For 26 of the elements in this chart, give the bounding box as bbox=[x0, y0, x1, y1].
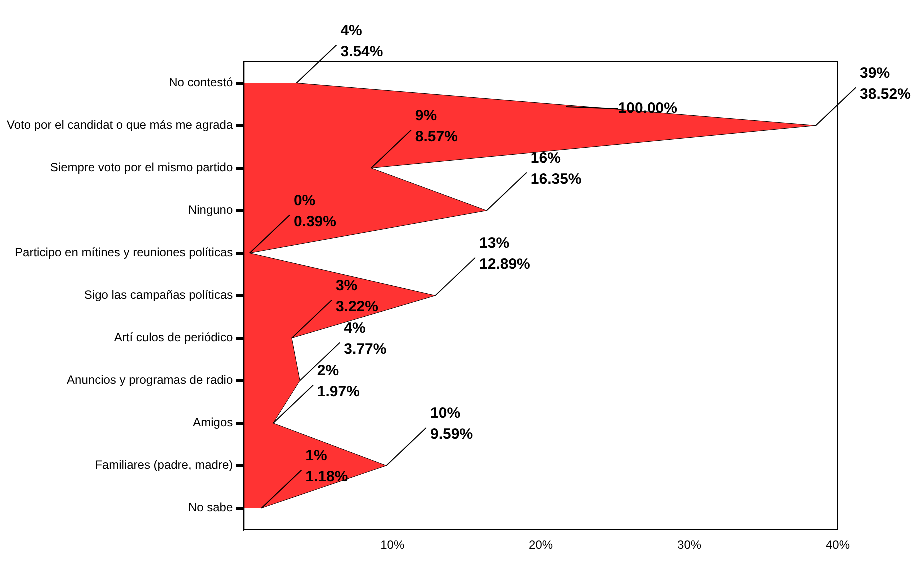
data-label: 39% 38.52% bbox=[860, 64, 911, 103]
data-label: 0% 0.39% bbox=[294, 192, 336, 230]
data-label: 4% 3.54% bbox=[340, 22, 384, 60]
y-tick-label: Amigos bbox=[193, 416, 234, 430]
y-tick-label: Siempre voto por el mismo partido bbox=[50, 160, 234, 175]
x-tick-label: 10% bbox=[380, 538, 405, 552]
y-tick-label: No sabe bbox=[188, 500, 234, 515]
y-tick-label: No contestó bbox=[169, 76, 234, 90]
y-tick-label: Participo en mítines y reuniones políticas bbox=[15, 246, 234, 260]
data-label: 4% 3.77% bbox=[344, 320, 387, 358]
y-tick-label: Familiares (padre, madre) bbox=[95, 458, 234, 472]
data-label: 9% 8.57% bbox=[415, 107, 458, 146]
y-tick-label: Ninguno bbox=[188, 203, 234, 218]
data-label: 3% 3.22% bbox=[336, 277, 378, 316]
y-tick-label: Anuncios y programas de radio bbox=[67, 373, 234, 388]
data-label: 13% 12.89% bbox=[480, 234, 530, 273]
x-tick-label: 40% bbox=[826, 538, 850, 552]
data-label: 10% 9.59% bbox=[430, 404, 474, 443]
x-tick-label: 20% bbox=[529, 538, 554, 552]
y-tick-label: Artí culos de periódico bbox=[114, 330, 234, 345]
data-label: 2% 1.97% bbox=[317, 362, 360, 400]
x-tick-label: 30% bbox=[678, 538, 702, 552]
y-tick-label: Voto por el candidat o que más me agrada bbox=[6, 118, 234, 132]
data-label: 1% 1.18% bbox=[306, 447, 348, 486]
data-label: 16% 16.35% bbox=[530, 150, 582, 188]
y-tick-label: Sigo las campañas políticas bbox=[84, 288, 234, 302]
